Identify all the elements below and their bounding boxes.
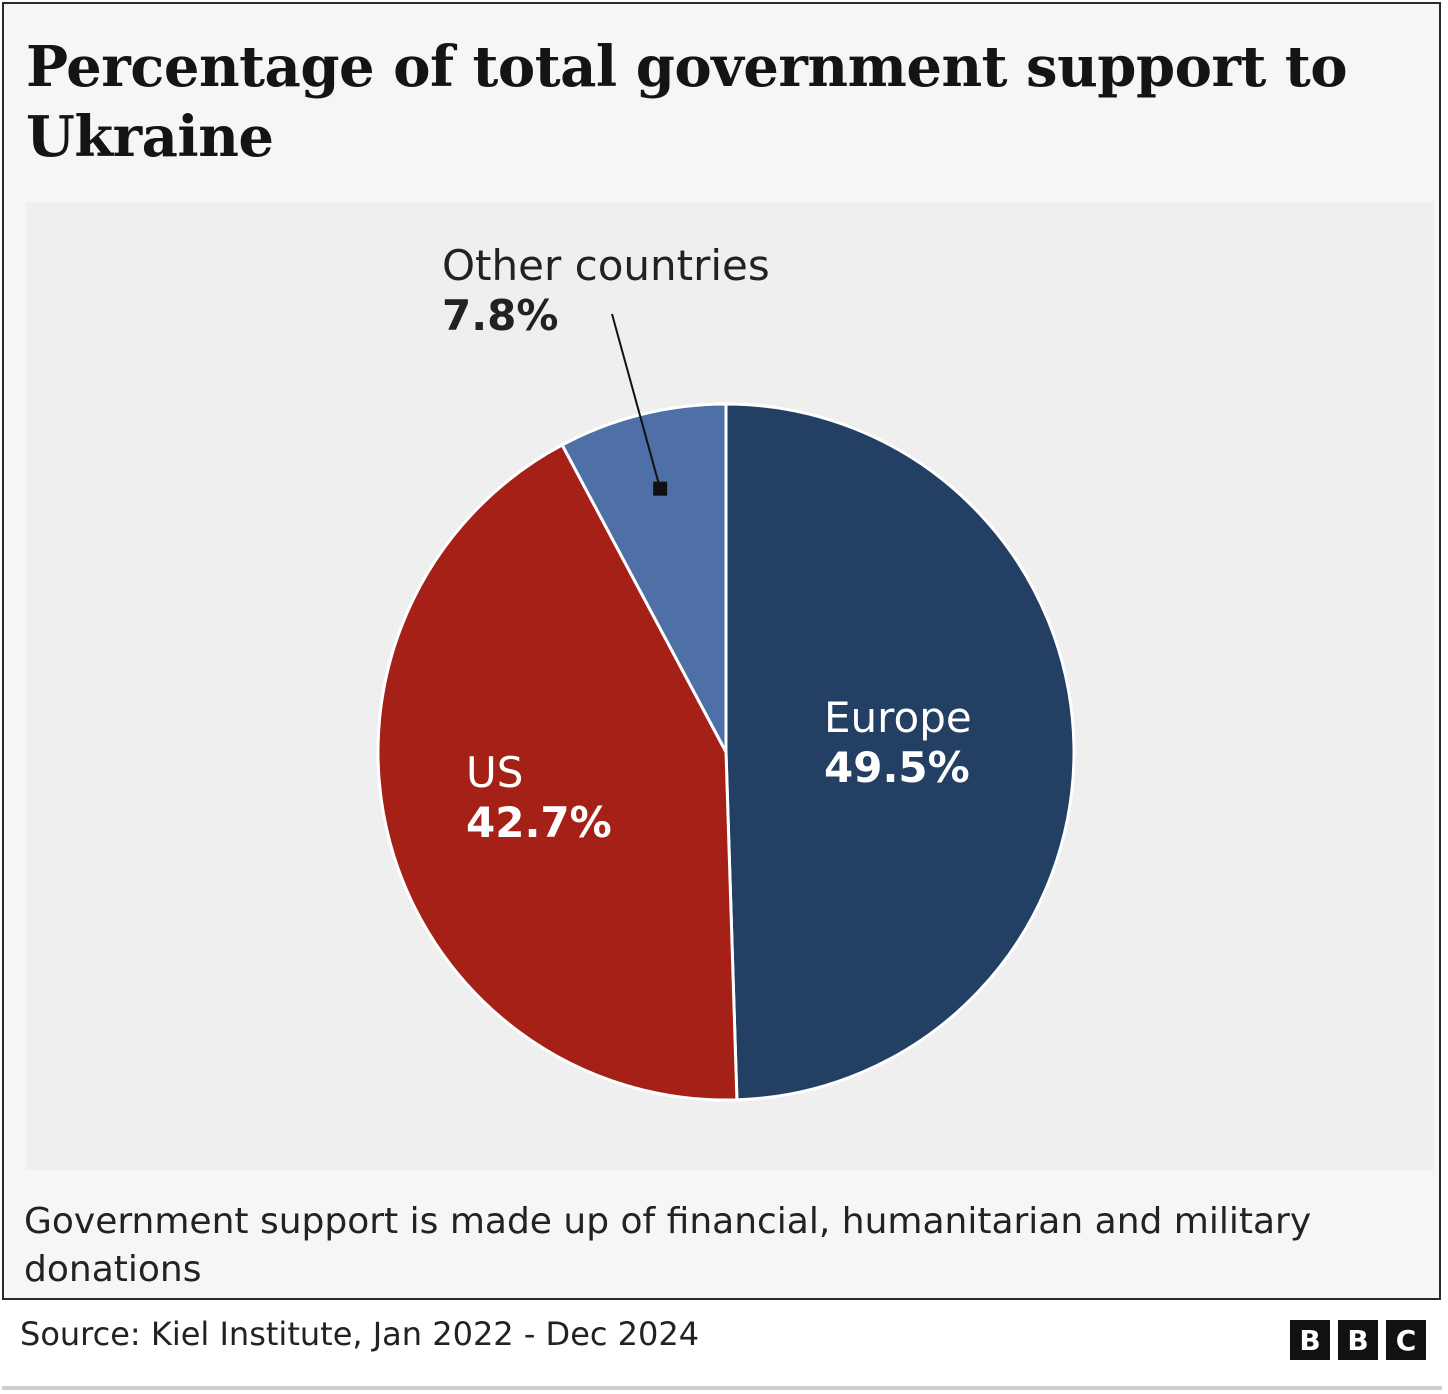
pie-slice-us [376, 443, 739, 1102]
pie-slice-europe [724, 402, 1076, 1102]
slice-value-europe: 49.5% [824, 743, 970, 792]
leader-line-other-countries [611, 313, 662, 489]
slice-label-europe: Europe [824, 693, 972, 742]
slice-value-us: 42.7% [466, 798, 612, 847]
logo-letter: B [1290, 1320, 1330, 1360]
source-label: Source: Kiel Institute, Jan 2022 - Dec 2… [20, 1315, 700, 1353]
chart-title: Percentage of total government support t… [26, 34, 1348, 170]
slice-label-other-countries: Other countries [442, 241, 770, 290]
plot-area: Europe 49.5% US 42.7% Other countries 7.8% [26, 202, 1434, 1170]
chart-card: Percentage of total government support t… [2, 2, 1441, 1300]
logo-letter: B [1338, 1320, 1378, 1360]
logo-letter: C [1386, 1320, 1426, 1360]
slice-value-other-countries: 7.8% [442, 291, 558, 340]
bottom-rule [2, 1386, 1442, 1390]
slice-label-us: US [466, 748, 523, 797]
chart-note: Government support is made up of financi… [24, 1201, 1312, 1290]
leader-marker-other-countries [653, 481, 668, 496]
bbc-logo: B B C [1290, 1320, 1426, 1360]
pie-slice-other-countries [560, 402, 728, 754]
